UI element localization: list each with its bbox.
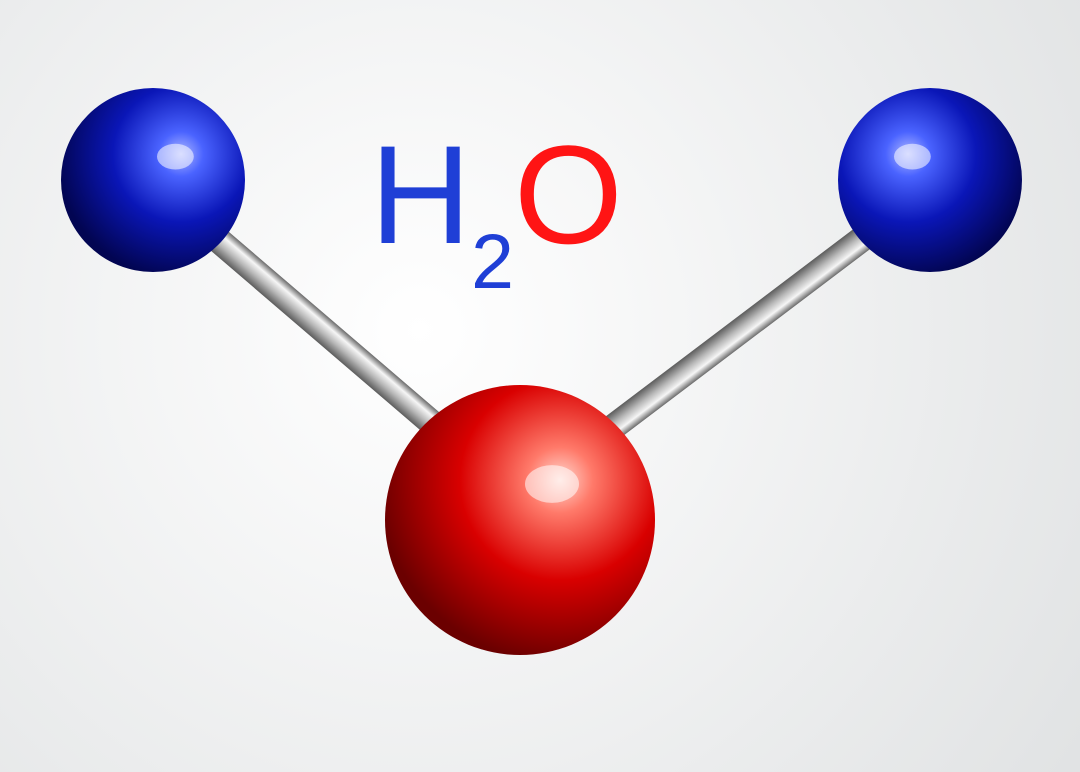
oxygen-atom (385, 385, 655, 655)
specular-highlight (894, 144, 931, 170)
chemical-formula: H2O (370, 125, 623, 265)
hydrogen-left-atom (61, 88, 245, 272)
molecule-diagram: H2O (0, 0, 1080, 772)
formula-h: H (370, 125, 471, 265)
specular-highlight (157, 144, 194, 170)
formula-o: O (514, 125, 623, 265)
formula-subscript: 2 (471, 224, 514, 301)
specular-highlight (525, 465, 579, 503)
hydrogen-right-atom (838, 88, 1022, 272)
